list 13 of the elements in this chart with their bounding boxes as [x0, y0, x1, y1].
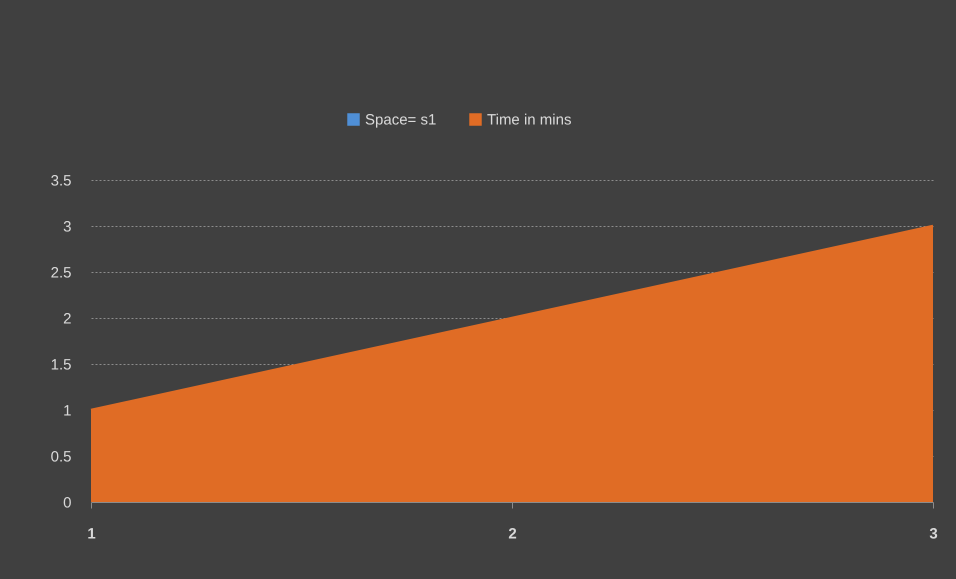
x-tick-label: 1	[87, 526, 96, 542]
x-tick-label: 3	[929, 526, 938, 542]
legend-label: Time in mins	[487, 112, 572, 129]
y-tick-label: 2.5	[50, 264, 72, 282]
y-tick-label: 1	[63, 402, 72, 420]
y-tick-label: 3	[63, 218, 72, 236]
y-tick-label: 0.5	[50, 448, 72, 466]
y-tick-label: 0	[63, 494, 72, 512]
y-tick-label: 1.5	[50, 356, 72, 374]
y-tick-label: 2	[63, 310, 72, 328]
legend-label: Space= s1	[365, 112, 436, 129]
x-tick-label: 2	[508, 526, 517, 542]
y-tick-label: 3.5	[50, 172, 72, 190]
